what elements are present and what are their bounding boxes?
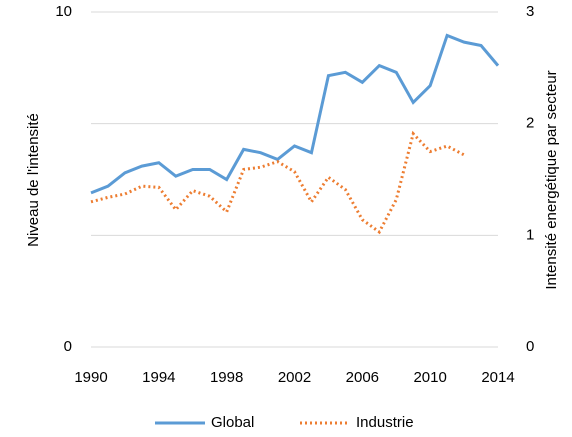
x-tick-label: 2006: [346, 369, 379, 386]
x-tick-label: 2014: [481, 369, 514, 386]
y-tick-label: 10: [55, 3, 72, 20]
y-tick-label: 0: [64, 338, 72, 355]
y2-axis-title: Intensité energétique par secteur: [543, 70, 560, 289]
x-tick-label: 2002: [278, 369, 311, 386]
y2-tick-label: 0: [526, 338, 534, 355]
legend-label: Industrie: [356, 414, 414, 431]
x-tick-label: 1998: [210, 369, 243, 386]
y2-tick-label: 3: [526, 3, 534, 20]
legend-label: Global: [211, 414, 254, 431]
y2-tick-label: 2: [526, 115, 534, 132]
x-tick-label: 1990: [74, 369, 107, 386]
y-axis-title: Niveau de l'intensité: [25, 113, 42, 247]
x-tick-label: 1994: [142, 369, 175, 386]
y2-tick-label: 1: [526, 226, 534, 243]
series-line: [90, 130, 465, 235]
x-tick-label: 2010: [413, 369, 446, 386]
series-line: [90, 33, 500, 195]
